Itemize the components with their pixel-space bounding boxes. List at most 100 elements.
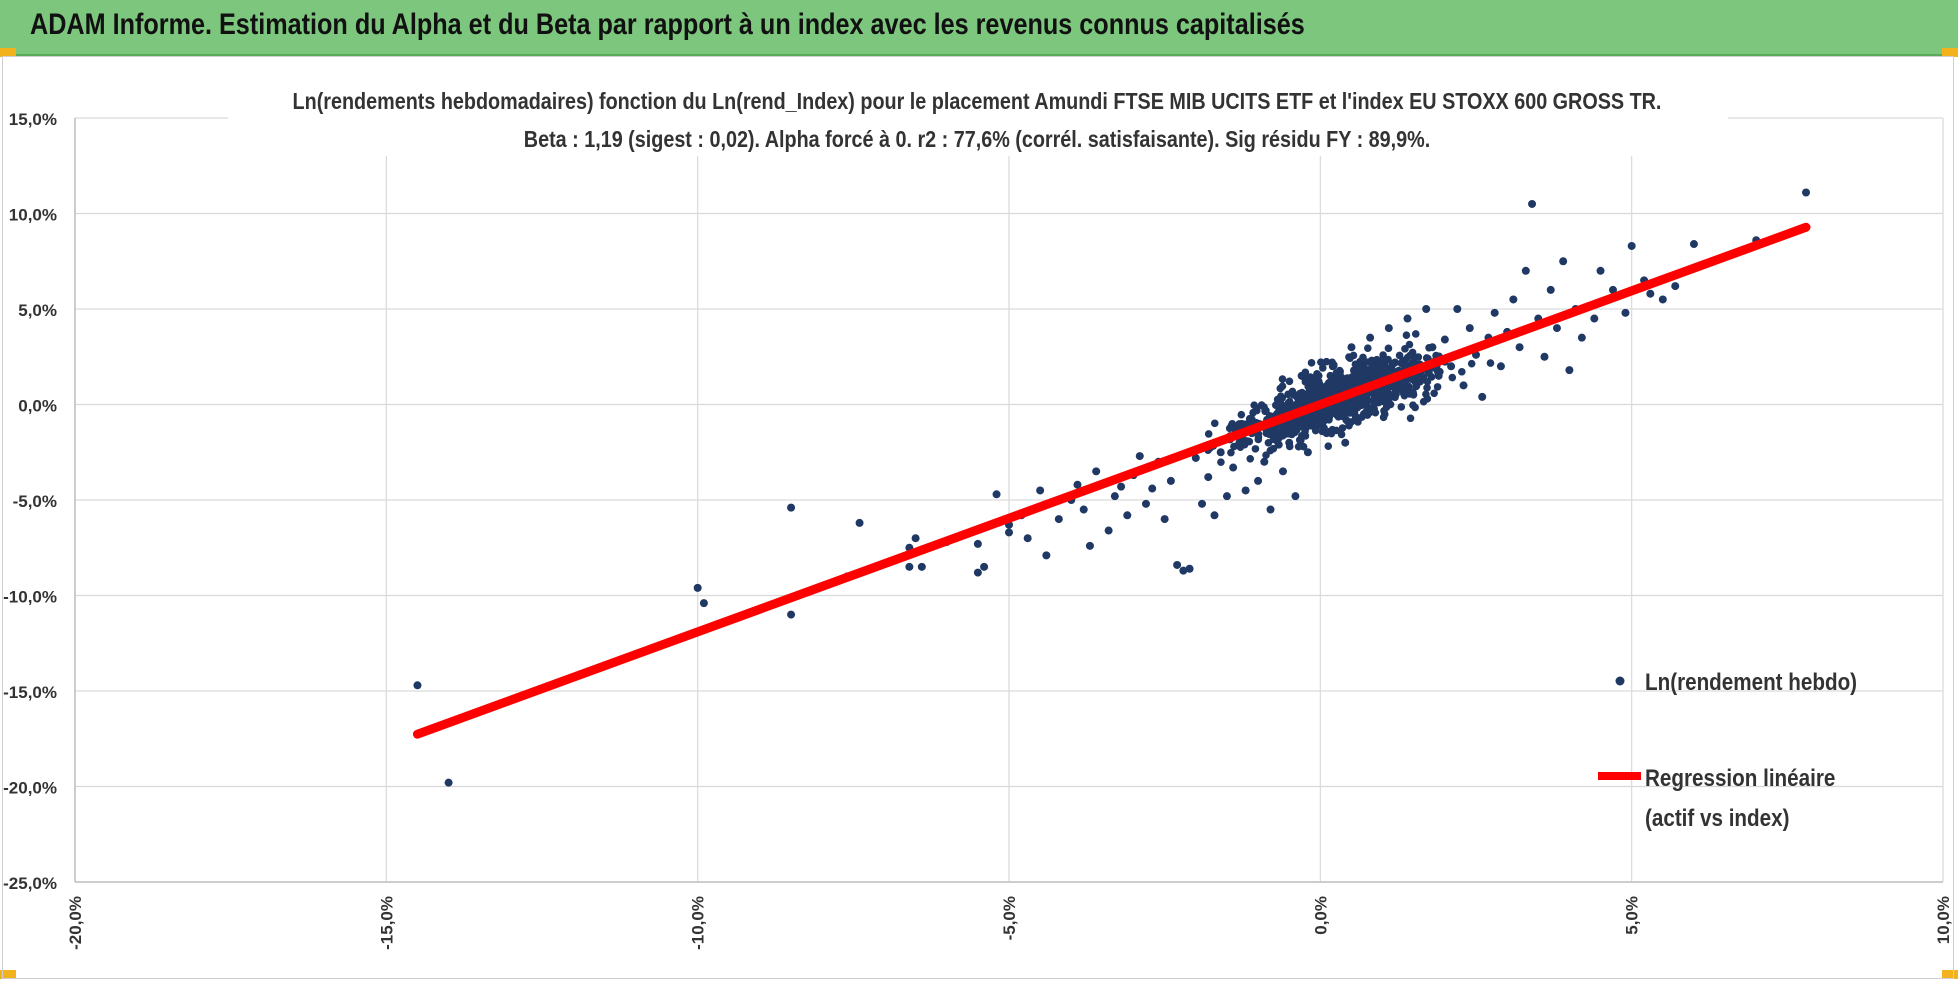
header-banner: ADAM Informe. Estimation du Alpha et du … <box>0 0 1958 56</box>
y-tick-label: 5,0% <box>18 301 57 320</box>
scatter-point <box>1123 511 1132 520</box>
scatter-point <box>1559 257 1568 266</box>
y-tick-label: -10,0% <box>3 588 57 607</box>
scatter-point <box>1229 463 1238 472</box>
scatter-point <box>1274 440 1283 449</box>
scatter-point <box>1191 453 1200 462</box>
scatter-point <box>1337 410 1346 419</box>
scatter-point <box>1278 394 1287 402</box>
scatter-point <box>1309 374 1318 383</box>
scatter-point <box>1271 401 1280 409</box>
scatter-point <box>1266 505 1275 514</box>
scatter-point <box>1251 445 1260 453</box>
scatter-point <box>1330 385 1339 394</box>
legend-scatter-label: Ln(rendement hebdo) <box>1645 669 1857 696</box>
scatter-point <box>1216 448 1225 457</box>
scatter-point <box>1085 541 1094 550</box>
scatter-point <box>1303 448 1312 457</box>
scatter-point <box>911 534 920 543</box>
scatter-point <box>1309 385 1317 393</box>
scatter-point <box>1406 351 1414 360</box>
scatter-point <box>1459 381 1468 390</box>
scatter-point <box>1334 403 1342 412</box>
scatter-point <box>1005 528 1013 537</box>
scatter-point <box>1054 515 1063 524</box>
scatter-point <box>1110 492 1119 501</box>
scatter-point <box>1295 436 1304 444</box>
scatter-point <box>1388 366 1397 375</box>
scatter-point <box>444 778 453 787</box>
scatter-point <box>1371 398 1379 406</box>
scatter-point <box>1324 442 1333 450</box>
scatter-point <box>1166 476 1175 485</box>
scatter-point <box>1273 428 1282 436</box>
scatter-point <box>1198 499 1207 508</box>
scatter-point <box>1403 385 1412 394</box>
y-tick-label: 10,0% <box>9 206 57 225</box>
scatter-point <box>1546 285 1555 294</box>
scatter-point <box>1395 379 1404 388</box>
scatter-point <box>1565 366 1574 375</box>
scatter-point <box>1490 308 1499 317</box>
scatter-point <box>1278 467 1287 476</box>
scatter-point <box>1521 266 1530 275</box>
scatter-point <box>1349 351 1358 360</box>
scatter-point <box>1356 357 1364 366</box>
scatter-point <box>1328 425 1337 434</box>
scatter-point <box>1117 482 1126 491</box>
scatter-point <box>1237 410 1246 419</box>
scatter-point <box>1079 505 1088 514</box>
tick-labels: 15,0% 10,0% 5,0% 0,0% -5,0% -10,0% -15,0% -20,0… <box>3 110 1953 950</box>
scatter-point <box>1284 426 1293 435</box>
scatter-point <box>1621 308 1630 317</box>
scatter-point <box>1292 426 1301 434</box>
scatter-point <box>1453 305 1462 313</box>
x-tick-label: -15,0% <box>377 896 396 950</box>
scatter-point <box>1671 282 1680 291</box>
scatter-point <box>1347 343 1356 352</box>
scatter-point <box>1458 367 1466 376</box>
scatter-point <box>1478 392 1487 401</box>
regression-line-layer <box>412 222 1811 739</box>
scatter-point <box>1430 389 1438 398</box>
scatter-point <box>1217 458 1225 466</box>
scatter-point <box>1230 442 1238 451</box>
scatter-point <box>1241 486 1250 495</box>
scatter-point <box>1023 534 1032 543</box>
scatter-point <box>1540 352 1549 361</box>
scatter-point <box>855 518 864 527</box>
y-tick-label: -15,0% <box>3 683 57 702</box>
scatter-point <box>1422 305 1431 313</box>
scatter-point <box>1301 424 1310 433</box>
scatter-point <box>1389 360 1397 368</box>
scatter-point <box>1528 199 1537 208</box>
scatter-point <box>1341 438 1350 447</box>
scatter-point <box>1254 435 1263 444</box>
scatter-point <box>1419 375 1428 384</box>
scatter-point <box>1246 417 1254 426</box>
x-tick-label: 5,0% <box>1623 896 1642 935</box>
scatter-point <box>1239 437 1247 446</box>
scatter-point <box>1336 371 1344 379</box>
scatter-point <box>1382 403 1391 411</box>
y-tick-label: -25,0% <box>3 874 57 893</box>
scatter-point <box>1294 442 1303 451</box>
chart-title: Ln(rendements hebdomadaires) fonction du… <box>293 89 1662 115</box>
scatter-point <box>980 562 989 571</box>
scatter-point <box>1185 564 1194 573</box>
scatter-point <box>973 539 982 548</box>
scatter-point <box>1590 314 1599 323</box>
scatter-point <box>973 568 982 577</box>
scatter-point <box>1262 451 1270 459</box>
scatter-point <box>1447 362 1456 371</box>
scatter-point <box>1380 385 1389 394</box>
scatter-point <box>1627 241 1636 250</box>
scatter-point <box>1411 330 1420 338</box>
scatter-point <box>1486 359 1495 367</box>
scatter-point <box>1301 368 1310 377</box>
scatter-points <box>413 188 1811 787</box>
scatter-point <box>1269 435 1278 444</box>
page-title: ADAM Informe. Estimation du Alpha et du … <box>30 8 1305 41</box>
scatter-point <box>1332 377 1340 385</box>
